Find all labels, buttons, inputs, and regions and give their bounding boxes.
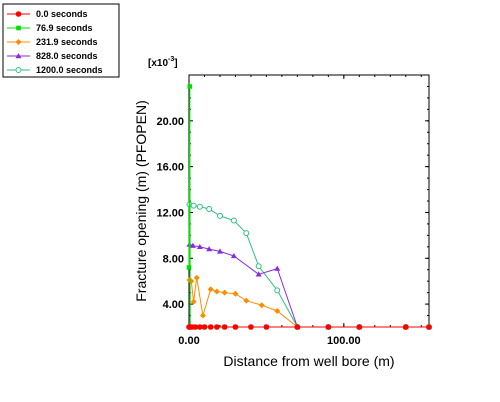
data-point: [426, 324, 432, 330]
legend-entry: 1200.0 seconds: [7, 65, 103, 75]
data-point: [255, 263, 262, 270]
legend-entry: 76.9 seconds: [7, 23, 93, 33]
y-tick-label: 12.00: [156, 207, 184, 219]
legend: 0.0 seconds 76.9 seconds 231.9 seconds 828.…: [2, 3, 120, 78]
series-line: [189, 277, 429, 328]
series-2: [186, 274, 432, 330]
x-tick-label: 100.00: [327, 335, 361, 347]
data-point: [214, 324, 220, 330]
legend-marker: [15, 67, 22, 73]
x-axis-label: Distance from well bore (m): [223, 353, 394, 369]
data-point: [192, 324, 198, 330]
legend-label: 76.9 seconds: [36, 23, 93, 33]
plot-area-frame: [188, 74, 430, 328]
data-point: [243, 297, 250, 304]
x-axis-ticks: 0.00 100.00: [178, 75, 422, 347]
data-point: [232, 324, 239, 330]
legend-box: [2, 3, 120, 78]
data-point: [196, 203, 203, 210]
legend-marker: [15, 53, 22, 59]
data-point: [197, 324, 203, 330]
data-point: [196, 243, 203, 250]
legend-label: 1200.0 seconds: [36, 65, 103, 75]
data-point: [294, 324, 301, 330]
data-point: [221, 289, 228, 296]
data-point: [402, 324, 409, 330]
data-point: [230, 252, 237, 259]
data-point: [221, 324, 228, 330]
series-layer: [186, 84, 432, 330]
data-point: [189, 242, 196, 248]
legend-entry: 0.0 seconds: [7, 9, 88, 19]
data-point: [274, 287, 281, 294]
series-0: [186, 324, 432, 330]
legend-entry: 231.9 seconds: [7, 37, 98, 47]
data-point: [213, 288, 220, 295]
legend-marker: [16, 25, 21, 31]
data-point: [258, 302, 265, 309]
data-point: [255, 271, 262, 277]
x-tick-label: 0.00: [178, 335, 199, 347]
data-point: [190, 202, 197, 209]
data-point: [206, 246, 213, 252]
legend-label: 828.0 seconds: [36, 51, 98, 61]
data-point: [248, 324, 254, 330]
data-point: [274, 265, 281, 271]
y-tick-label: 8.00: [163, 253, 184, 265]
data-point: [230, 217, 237, 224]
data-point: [187, 84, 193, 89]
data-point: [186, 265, 192, 270]
legend-marker: [15, 39, 22, 45]
data-point: [263, 324, 270, 330]
data-point: [199, 312, 206, 319]
series-3: [186, 241, 432, 330]
y-axis-label: Fracture opening (m) (PFOPEN): [133, 100, 149, 302]
y-axis-ticks: 4.00 8.00 12.00 16.00 20.00: [156, 74, 429, 328]
data-point: [243, 230, 250, 237]
data-point: [201, 324, 208, 330]
data-point: [206, 206, 213, 213]
data-point: [232, 290, 239, 297]
y-tick-label: 4.00: [163, 299, 184, 311]
data-point: [193, 274, 200, 281]
y-tick-label: 16.00: [156, 162, 184, 174]
data-point: [207, 286, 214, 293]
y-tick-label: 20.00: [156, 116, 184, 128]
series-4: [186, 201, 432, 330]
data-point: [207, 324, 214, 330]
data-point: [216, 212, 223, 219]
y-axis-multiplier: [x10-3]: [148, 56, 178, 69]
data-point: [190, 298, 197, 305]
legend-label: 231.9 seconds: [36, 37, 98, 47]
data-point: [356, 324, 363, 330]
data-point: [216, 248, 223, 254]
legend-marker: [15, 11, 22, 17]
series-line: [189, 203, 429, 328]
data-point: [325, 324, 332, 330]
legend-entry: 828.0 seconds: [7, 51, 98, 61]
series-line: [189, 244, 429, 328]
legend-label: 0.0 seconds: [36, 9, 88, 19]
data-point: [274, 307, 281, 314]
